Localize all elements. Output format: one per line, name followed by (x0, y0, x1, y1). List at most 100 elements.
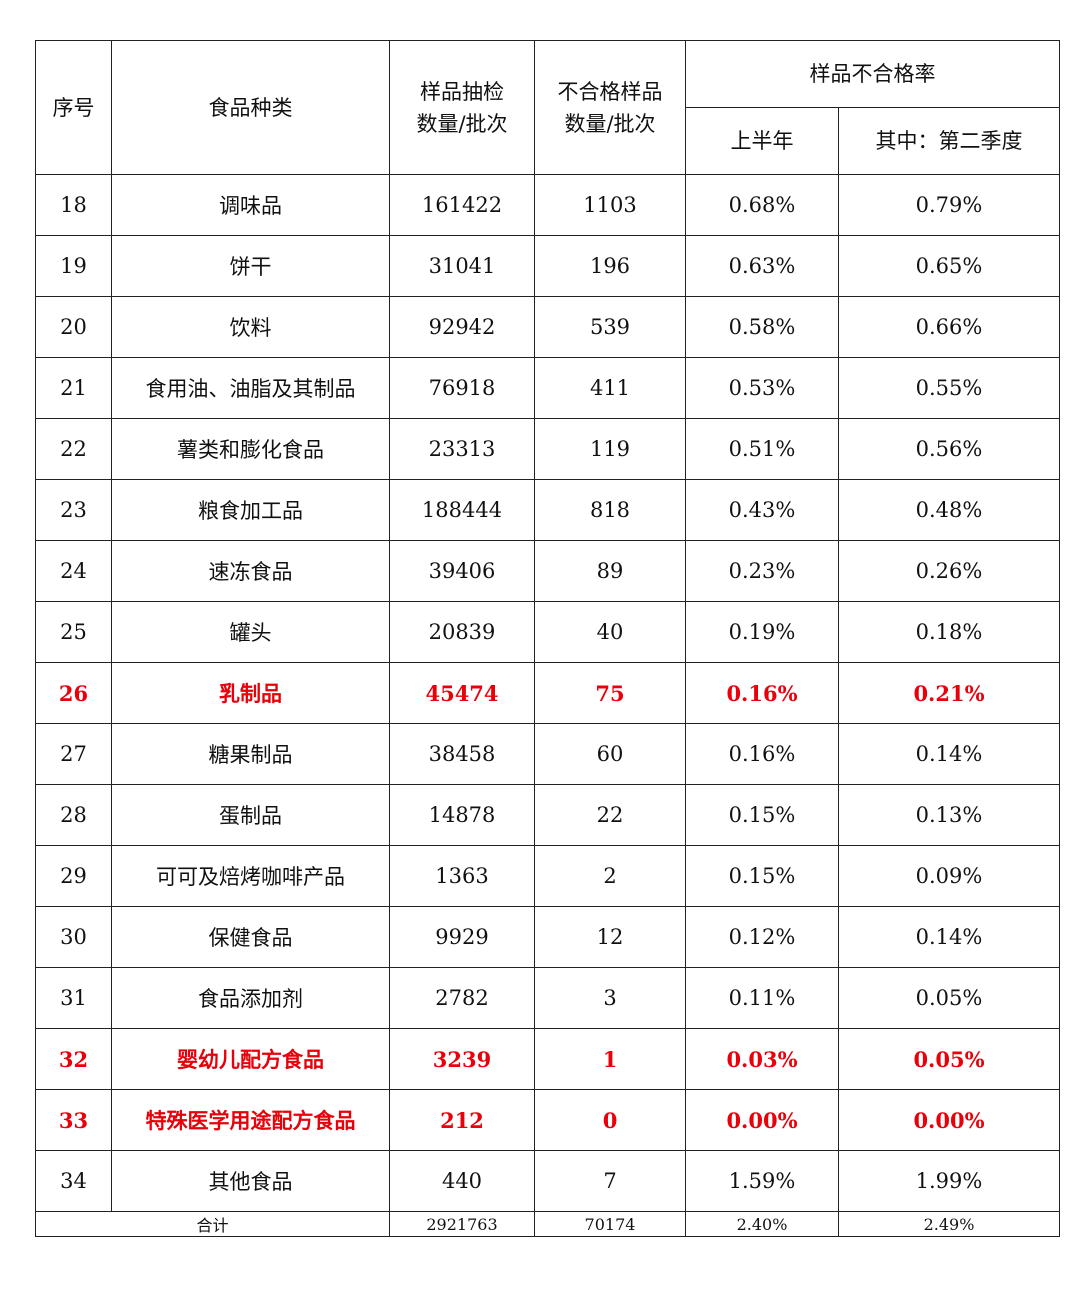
row-failed-count: 1103 (534, 174, 686, 236)
row-first-half-rate: 0.63% (685, 235, 839, 297)
row-failed-count: 411 (534, 357, 686, 419)
row-second-quarter-rate: 0.48% (838, 479, 1060, 541)
row-failed-count: 75 (534, 662, 686, 724)
row-category: 其他食品 (111, 1150, 390, 1212)
row-category: 乳制品 (111, 662, 390, 724)
header-category: 食品种类 (111, 40, 390, 175)
row-index: 21 (35, 357, 112, 419)
row-index: 27 (35, 723, 112, 785)
row-second-quarter-rate: 1.99% (838, 1150, 1060, 1212)
row-category: 速冻食品 (111, 540, 390, 602)
row-failed-count: 1 (534, 1028, 686, 1090)
row-index: 29 (35, 845, 112, 907)
row-index: 22 (35, 418, 112, 480)
row-sample-count: 14878 (389, 784, 535, 846)
row-sample-count: 20839 (389, 601, 535, 663)
row-category: 糖果制品 (111, 723, 390, 785)
row-category: 罐头 (111, 601, 390, 663)
table-row: 20 饮料 92942 539 0.58% 0.66% (35, 296, 1060, 358)
row-first-half-rate: 1.59% (685, 1150, 839, 1212)
row-second-quarter-rate: 0.00% (838, 1089, 1060, 1151)
table-row: 26 乳制品 45474 75 0.16% 0.21% (35, 662, 1060, 724)
row-sample-count: 1363 (389, 845, 535, 907)
table-row: 27 糖果制品 38458 60 0.16% 0.14% (35, 723, 1060, 785)
row-second-quarter-rate: 0.79% (838, 174, 1060, 236)
row-first-half-rate: 0.68% (685, 174, 839, 236)
row-second-quarter-rate: 0.21% (838, 662, 1060, 724)
header-second-quarter: 其中：第二季度 (838, 107, 1060, 175)
row-category: 饼干 (111, 235, 390, 297)
table-row: 23 粮食加工品 188444 818 0.43% 0.48% (35, 479, 1060, 541)
row-sample-count: 3239 (389, 1028, 535, 1090)
row-index: 33 (35, 1089, 112, 1151)
table-row: 33 特殊医学用途配方食品 212 0 0.00% 0.00% (35, 1089, 1060, 1151)
row-first-half-rate: 0.19% (685, 601, 839, 663)
row-index: 26 (35, 662, 112, 724)
total-row: 合计 2921763 70174 2.40% 2.49% (35, 1211, 1060, 1237)
row-category: 蛋制品 (111, 784, 390, 846)
row-index: 25 (35, 601, 112, 663)
row-category: 食品添加剂 (111, 967, 390, 1029)
row-second-quarter-rate: 0.14% (838, 906, 1060, 968)
row-failed-count: 7 (534, 1150, 686, 1212)
row-second-quarter-rate: 0.56% (838, 418, 1060, 480)
row-sample-count: 39406 (389, 540, 535, 602)
row-first-half-rate: 0.23% (685, 540, 839, 602)
table-row: 29 可可及焙烤咖啡产品 1363 2 0.15% 0.09% (35, 845, 1060, 907)
row-category: 保健食品 (111, 906, 390, 968)
row-first-half-rate: 0.43% (685, 479, 839, 541)
header-sample-count: 样品抽检 数量/批次 (389, 40, 535, 175)
header-failure-rate: 样品不合格率 (685, 40, 1060, 108)
row-sample-count: 92942 (389, 296, 535, 358)
food-inspection-table: 序号 食品种类 样品抽检 数量/批次 不合格样品 数量/批次 样品不合格率 上半年 … (35, 40, 1060, 1237)
table-row: 19 饼干 31041 196 0.63% 0.65% (35, 235, 1060, 297)
row-failed-count: 89 (534, 540, 686, 602)
row-second-quarter-rate: 0.66% (838, 296, 1060, 358)
row-sample-count: 76918 (389, 357, 535, 419)
row-first-half-rate: 0.03% (685, 1028, 839, 1090)
row-index: 34 (35, 1150, 112, 1212)
total-second-quarter-rate: 2.49% (838, 1211, 1060, 1237)
row-failed-count: 60 (534, 723, 686, 785)
row-index: 19 (35, 235, 112, 297)
row-category: 食用油、油脂及其制品 (111, 357, 390, 419)
header-index: 序号 (35, 40, 112, 175)
table-row: 31 食品添加剂 2782 3 0.11% 0.05% (35, 967, 1060, 1029)
row-sample-count: 188444 (389, 479, 535, 541)
row-first-half-rate: 0.11% (685, 967, 839, 1029)
row-index: 23 (35, 479, 112, 541)
table-row: 28 蛋制品 14878 22 0.15% 0.13% (35, 784, 1060, 846)
row-sample-count: 161422 (389, 174, 535, 236)
total-label: 合计 (35, 1211, 390, 1237)
row-sample-count: 31041 (389, 235, 535, 297)
table-row: 18 调味品 161422 1103 0.68% 0.79% (35, 174, 1060, 236)
row-index: 20 (35, 296, 112, 358)
row-index: 32 (35, 1028, 112, 1090)
table-body: 18 调味品 161422 1103 0.68% 0.79% 19 饼干 31041 196 0.6… (35, 174, 1060, 1212)
row-index: 31 (35, 967, 112, 1029)
row-failed-count: 22 (534, 784, 686, 846)
row-sample-count: 212 (389, 1089, 535, 1151)
row-category: 特殊医学用途配方食品 (111, 1089, 390, 1151)
table-row: 32 婴幼儿配方食品 3239 1 0.03% 0.05% (35, 1028, 1060, 1090)
table-row: 22 薯类和膨化食品 23313 119 0.51% 0.56% (35, 418, 1060, 480)
header-failed-count: 不合格样品 数量/批次 (534, 40, 686, 175)
row-first-half-rate: 0.12% (685, 906, 839, 968)
table-row: 34 其他食品 440 7 1.59% 1.99% (35, 1150, 1060, 1212)
table-row: 21 食用油、油脂及其制品 76918 411 0.53% 0.55% (35, 357, 1060, 419)
row-failed-count: 539 (534, 296, 686, 358)
total-first-half-rate: 2.40% (685, 1211, 839, 1237)
row-sample-count: 45474 (389, 662, 535, 724)
row-first-half-rate: 0.58% (685, 296, 839, 358)
table-row: 25 罐头 20839 40 0.19% 0.18% (35, 601, 1060, 663)
row-first-half-rate: 0.53% (685, 357, 839, 419)
row-category: 调味品 (111, 174, 390, 236)
row-category: 粮食加工品 (111, 479, 390, 541)
row-category: 薯类和膨化食品 (111, 418, 390, 480)
row-failed-count: 196 (534, 235, 686, 297)
row-category: 饮料 (111, 296, 390, 358)
total-failed: 70174 (534, 1211, 686, 1237)
row-second-quarter-rate: 0.55% (838, 357, 1060, 419)
row-failed-count: 0 (534, 1089, 686, 1151)
row-second-quarter-rate: 0.13% (838, 784, 1060, 846)
